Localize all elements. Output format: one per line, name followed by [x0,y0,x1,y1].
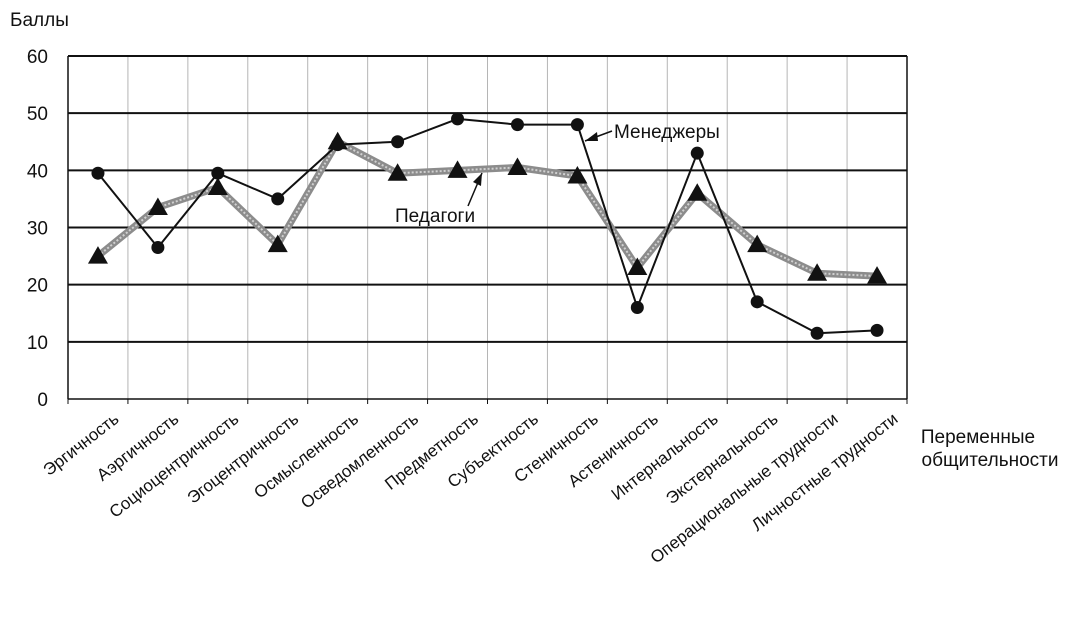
y-axis-label: Баллы [10,10,69,31]
data-point-managers [870,323,884,337]
y-tick-label: 20 [27,276,48,297]
data-point-managers [810,326,824,340]
annotation-managers: Менеджеры [614,122,720,143]
data-point-managers [750,295,764,309]
y-tick-label: 30 [27,219,48,240]
y-tick-label: 60 [27,47,48,68]
data-point-managers [211,166,225,180]
series-markers [87,112,888,340]
annotation-teachers-arrowhead [473,173,482,186]
data-point-managers [271,192,285,206]
data-point-teachers [267,234,288,253]
data-point-teachers [747,234,768,253]
x-category-label: Эгоцентричность [184,409,303,507]
annotation-teachers: Педагоги [395,206,475,227]
grid [68,55,907,399]
data-point-managers [451,112,465,126]
data-point-teachers [87,246,108,264]
y-tick-label: 0 [37,390,48,411]
y-tick-label: 40 [27,161,48,182]
annotations: Менеджеры Педагоги [395,122,720,227]
data-point-teachers [507,157,528,175]
data-point-teachers [627,257,648,276]
series-lines [95,117,878,335]
data-point-teachers [447,160,468,178]
annotation-managers-arrowhead [585,132,598,141]
data-point-managers [510,118,524,132]
x-category-label: Интернальность [608,409,722,504]
y-tick-label: 50 [27,104,48,125]
x-axis-label: Переменные общительности [921,427,1059,471]
data-point-teachers [867,266,888,284]
data-point-managers [690,146,704,160]
data-point-teachers [207,177,228,195]
x-axis-label-line-2: общительности [922,450,1059,471]
x-category-label: Осмысленность [250,409,362,502]
y-tick-label: 10 [27,333,48,354]
data-point-managers [151,241,165,255]
data-point-managers [630,301,644,315]
data-point-managers [91,166,105,180]
data-point-teachers [687,183,708,201]
x-axis-label-line-1: Переменные [921,427,1035,448]
data-point-teachers [387,163,408,181]
series-line-managers [97,117,878,335]
data-point-teachers [567,166,588,184]
data-point-managers [391,135,405,149]
x-category-labels: ЭргичностьАэргичностьСоциоцентричностьЭг… [40,409,902,567]
data-point-managers [570,118,584,132]
series-line-teachers-texture [97,140,878,278]
axes [67,56,908,404]
data-point-teachers [807,263,828,281]
y-tick-labels: 0 10 20 30 40 50 60 [27,47,48,411]
data-point-teachers [147,197,168,215]
data-point-managers [331,138,345,152]
